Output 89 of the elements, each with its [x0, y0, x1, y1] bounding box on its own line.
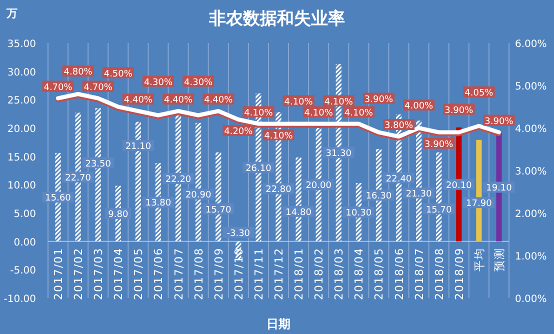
data-label: 13.80 — [145, 198, 172, 209]
data-label: 4.80% — [64, 68, 93, 78]
data-label: 3.90% — [364, 94, 394, 105]
data-label: 21.10 — [125, 142, 152, 152]
data-label: 4.10% — [244, 108, 274, 118]
y2-tick-label: 5.00% — [515, 82, 547, 92]
x-tick-label: 2017/08 — [192, 247, 206, 300]
data-label: 3.90% — [424, 140, 454, 150]
data-label: 22.80 — [266, 185, 292, 196]
x-tick-label: 2017/02 — [72, 247, 86, 300]
x-tick-label: 2017/11 — [252, 247, 266, 300]
data-label: 26.10 — [246, 164, 272, 174]
data-label: 4.40% — [204, 96, 234, 106]
y-tick-label: 20.00 — [7, 124, 36, 135]
data-label: 22.40 — [386, 174, 412, 184]
data-label: 10.30 — [346, 208, 372, 219]
x-tick-label: 2018/03 — [332, 247, 346, 300]
data-label: 23.50 — [85, 159, 112, 170]
data-label: 4.10% — [264, 131, 294, 142]
data-label: 22.70 — [65, 174, 92, 184]
x-tick-label: 2018/06 — [392, 247, 406, 300]
data-label: 4.40% — [124, 96, 153, 106]
y-tick-label: 5.00 — [14, 209, 36, 220]
data-label: 20.90 — [185, 190, 212, 201]
x-tick-label: 2017/01 — [52, 247, 66, 300]
data-label: 17.90 — [466, 199, 492, 210]
x-tick-label: 2017/07 — [172, 247, 186, 300]
data-label: 3.80% — [384, 121, 414, 131]
y2-tick-label: 3.00% — [515, 166, 547, 178]
data-label: 20.10 — [446, 180, 472, 191]
data-label: 20.00 — [306, 181, 332, 192]
chart-title: 非农数据和失业率 — [208, 9, 345, 29]
x-tick-label: 2018/05 — [372, 247, 386, 300]
y2-tick-label: 6.00% — [515, 39, 547, 50]
data-label: 4.30% — [144, 78, 173, 88]
y2-tick-label: 1.00% — [515, 252, 547, 262]
data-label: 16.30 — [366, 192, 392, 202]
y-tick-label: 30.00 — [7, 67, 36, 78]
data-label: 4.00% — [404, 102, 434, 112]
x-tick-label: 平均 — [472, 247, 486, 272]
data-label: 4.10% — [324, 97, 354, 108]
data-label: 4.10% — [304, 108, 334, 118]
y-tick-label: -10.00 — [4, 294, 36, 305]
data-label: 4.70% — [84, 82, 113, 93]
x-tick-label: 2018/01 — [292, 247, 306, 300]
data-label: 14.80 — [286, 208, 312, 218]
y-tick-label: -5.00 — [10, 266, 36, 277]
x-tick-label: 2017/03 — [92, 247, 106, 300]
data-label: 4.30% — [184, 78, 214, 88]
x-tick-label: 2017/04 — [112, 247, 126, 300]
x-tick-label: 2018/02 — [312, 247, 326, 300]
data-label: 4.40% — [164, 96, 194, 106]
data-label: 4.20% — [224, 127, 254, 137]
y-tick-label: 15.00 — [7, 152, 36, 164]
data-label: 4.10% — [344, 108, 374, 118]
y-tick-label: 35.00 — [7, 39, 36, 50]
data-label: 31.30 — [326, 149, 352, 160]
x-tick-label: 2017/05 — [132, 247, 146, 300]
y2-tick-label: 2.00% — [515, 209, 547, 220]
data-label: 4.50% — [104, 69, 133, 80]
y-tick-label: 10.00 — [7, 180, 36, 192]
data-label: 22.20 — [165, 174, 192, 185]
x-tick-label: 2017/10 — [232, 247, 246, 300]
data-label: 15.70 — [205, 205, 232, 216]
data-label: 4.05% — [464, 88, 494, 98]
data-label: 4.10% — [284, 97, 314, 108]
data-label: 3.90% — [444, 106, 474, 116]
data-label: 4.70% — [44, 82, 73, 93]
y2-tick-label: 4.00% — [515, 124, 547, 135]
x-tick-label: 2018/08 — [432, 247, 446, 300]
y-tick-label: 25.00 — [7, 96, 36, 107]
data-label: 19.10 — [486, 184, 512, 194]
x-tick-label: 预测 — [492, 247, 506, 272]
x-tick-label: 2017/12 — [272, 247, 286, 300]
x-tick-label: 2018/07 — [412, 247, 426, 300]
data-label: 15.60 — [45, 194, 72, 204]
data-label: 3.90% — [484, 116, 514, 127]
x-tick-label: 2018/09 — [452, 247, 466, 300]
data-label: 9.80 — [108, 210, 128, 220]
x-axis-title: 日期 — [266, 317, 290, 331]
data-label: 15.70 — [426, 205, 452, 216]
data-label: 21.30 — [406, 189, 432, 200]
x-tick-label: 2018/04 — [352, 247, 366, 300]
x-tick-label: 2017/09 — [212, 247, 226, 300]
y2-tick-label: 0.00% — [515, 294, 547, 305]
data-label: -3.30 — [226, 228, 250, 239]
x-tick-label: 2017/06 — [152, 247, 166, 300]
y-tick-label: 0.00 — [14, 237, 36, 248]
y-axis-title: 万 — [6, 7, 18, 20]
